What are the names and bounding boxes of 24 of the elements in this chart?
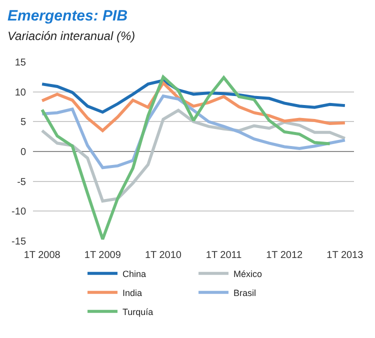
line-series bbox=[40, 81, 346, 132]
line-series bbox=[40, 108, 346, 203]
x-tick-label: 1T 2012 bbox=[266, 250, 304, 261]
line-series bbox=[40, 75, 332, 241]
y-tick-label: 5 bbox=[20, 117, 26, 128]
x-tick-label: 1T 2009 bbox=[84, 250, 122, 261]
y-tick-label: 15 bbox=[14, 58, 26, 68]
y-tick-label: 0 bbox=[20, 147, 26, 158]
legend-label: Brasil bbox=[234, 288, 256, 298]
y-tick-label: -15 bbox=[12, 236, 26, 248]
chart-subtitle: Variación interanual (%) bbox=[8, 28, 136, 43]
chart-title: Emergentes: PIB bbox=[8, 7, 128, 24]
y-tick-label: -5 bbox=[17, 176, 26, 188]
x-tick-label: 1T 2008 bbox=[24, 250, 61, 261]
legend-label: India bbox=[122, 288, 142, 298]
line-series bbox=[40, 79, 346, 114]
legend-label: México bbox=[234, 268, 262, 279]
legend-label: China bbox=[122, 268, 146, 279]
legend-label: Turquía bbox=[122, 306, 154, 317]
y-tick-label: -10 bbox=[12, 206, 26, 218]
x-tick-label: 1T 2010 bbox=[144, 250, 182, 261]
x-tick-label: 1T 2013 bbox=[326, 250, 364, 261]
x-tick-label: 1T 2011 bbox=[206, 250, 242, 261]
y-tick-label: 10 bbox=[14, 87, 26, 98]
